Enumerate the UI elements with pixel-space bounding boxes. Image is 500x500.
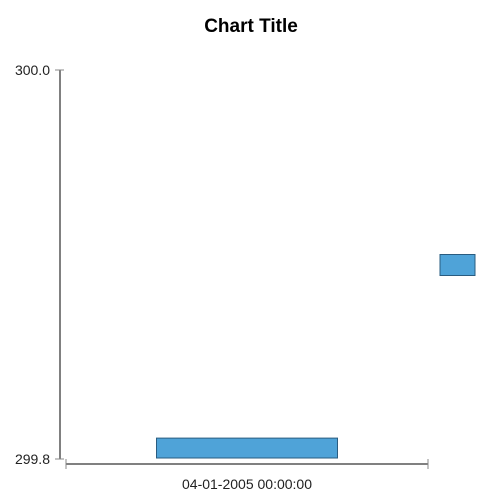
x-axis: 04-01-2005 00:00:00 (65, 459, 429, 492)
x-tick-label: 04-01-2005 00:00:00 (182, 476, 312, 492)
y-tick-label: 300.0 (15, 62, 50, 78)
chart-title: Chart Title (204, 16, 298, 37)
bar (156, 437, 338, 459)
y-axis: 300.0 299.8 (15, 62, 64, 467)
y-tick-label: 299.8 (15, 451, 50, 467)
bar-clipped (439, 254, 476, 276)
bar-series (156, 254, 476, 459)
